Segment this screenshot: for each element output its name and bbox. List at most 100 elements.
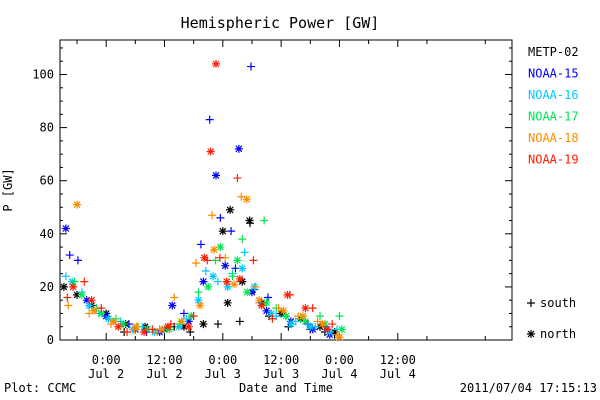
north-point	[283, 290, 292, 299]
x-tick-date-label: Jul 4	[380, 367, 416, 381]
marker-legend-label: south	[540, 296, 576, 310]
legend-entry: NOAA-16	[528, 88, 579, 102]
north-point	[140, 328, 149, 337]
south-point	[205, 115, 214, 124]
north-point	[104, 314, 113, 323]
south-point	[235, 317, 244, 326]
x-tick-time-label: 12:00	[380, 353, 416, 367]
north-point	[163, 322, 172, 331]
north-point	[323, 325, 332, 334]
footer-timestamp: 2011/07/04 17:15:13	[460, 381, 597, 395]
north-point	[282, 312, 290, 321]
north-point	[77, 290, 86, 299]
south-point	[264, 293, 273, 302]
north-point	[212, 171, 221, 180]
north-point	[59, 282, 68, 291]
south-point	[63, 293, 72, 302]
north-point	[262, 298, 271, 307]
north-point	[301, 304, 310, 313]
north-point	[73, 290, 82, 299]
x-tick-date-label: Jul 3	[205, 367, 241, 381]
south-point	[194, 288, 203, 297]
legend-entry: NOAA-17	[528, 110, 579, 124]
north-point	[238, 264, 247, 273]
south-point	[61, 272, 70, 281]
south-point	[316, 312, 325, 321]
marker-legend: south north	[527, 296, 576, 341]
south-point	[179, 309, 188, 318]
north-point	[218, 227, 227, 236]
south-point	[208, 211, 217, 220]
x-tick-date-label: Jul 2	[146, 367, 182, 381]
north-point	[242, 195, 251, 204]
south-point	[233, 174, 242, 183]
north-point	[168, 301, 177, 310]
south-point	[260, 216, 269, 225]
north-point	[301, 317, 310, 326]
north-point	[200, 253, 209, 262]
north-point	[158, 325, 167, 334]
north-point	[195, 301, 204, 310]
south-point	[213, 277, 222, 286]
north-point	[235, 274, 244, 283]
north-point	[330, 328, 339, 337]
x-tick-date-label: Jul 2	[88, 367, 124, 381]
marker-legend-label: north	[540, 327, 576, 341]
y-tick-label: 80	[40, 121, 54, 135]
legend-entry: NOAA-15	[528, 67, 579, 81]
south-point	[64, 301, 73, 310]
x-axis-label: Date and Time	[239, 381, 333, 395]
north-point	[527, 330, 535, 338]
x-tick-date-label: Jul 3	[263, 367, 299, 381]
south-point	[211, 256, 220, 265]
north-point	[257, 301, 266, 310]
north-point	[226, 205, 235, 214]
north-point	[184, 317, 193, 326]
x-tick-time-label: 0:00	[92, 353, 121, 367]
south-point	[186, 328, 195, 337]
north-point	[299, 312, 308, 321]
south-point	[227, 227, 236, 236]
north-point	[233, 256, 242, 265]
north-point	[179, 322, 188, 331]
south-point	[189, 312, 198, 321]
north-point	[335, 333, 344, 342]
south-point	[196, 240, 205, 249]
north-point	[243, 288, 252, 297]
north-point	[255, 296, 264, 305]
south-point	[80, 277, 89, 286]
south-point	[249, 256, 258, 265]
south-point	[328, 320, 337, 329]
north-point	[245, 216, 254, 225]
north-point	[177, 317, 186, 326]
south-point	[148, 325, 157, 334]
north-point	[286, 320, 295, 329]
y-tick-label: 100	[32, 68, 54, 82]
north-point	[212, 59, 221, 68]
south-point	[335, 312, 344, 321]
north-point	[165, 325, 174, 334]
south-point	[70, 277, 79, 286]
north-point	[223, 282, 232, 291]
south-point	[201, 266, 210, 275]
north-point	[119, 320, 128, 329]
north-point	[90, 306, 99, 315]
north-point	[204, 282, 213, 291]
north-point	[267, 309, 276, 318]
chart-title: Hemispheric Power [GW]	[181, 14, 380, 32]
north-point	[223, 298, 232, 307]
north-point	[82, 296, 91, 305]
series-legend: METP-02 NOAA-15 NOAA-16 NOAA-17 NOAA-18 NOAA-…	[528, 45, 579, 167]
north-point	[87, 296, 96, 305]
y-axis-ticks: 0 20 40 60 80 100	[32, 47, 512, 347]
y-axis-label: P [GW]	[1, 168, 15, 211]
north-point	[73, 200, 82, 209]
north-point	[132, 322, 141, 331]
south-point	[97, 304, 106, 313]
north-point	[229, 280, 238, 289]
north-point	[247, 288, 256, 297]
north-point	[184, 322, 193, 331]
south-point	[527, 299, 535, 307]
